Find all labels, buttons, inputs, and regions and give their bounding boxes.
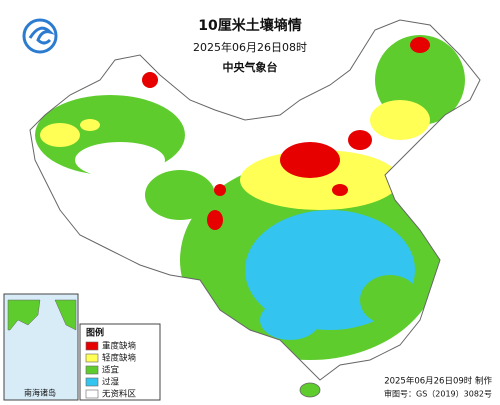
legend-swatch (85, 389, 99, 399)
legend-label: 适宜 (102, 365, 120, 376)
legend-label: 轻度缺墒 (102, 353, 137, 364)
legend-swatch (85, 377, 99, 387)
legend-label: 无资料区 (102, 389, 137, 400)
footer-made: 2025年06月26日09时 制作 (384, 376, 492, 387)
time: 2025年06月26日08时 (193, 40, 307, 54)
legend-label: 过湿 (102, 377, 120, 388)
legend-swatch (85, 353, 99, 363)
legend-swatch (85, 341, 99, 351)
title: 10厘米土壤墒情 (198, 17, 301, 34)
hainan (299, 382, 321, 398)
legend-title: 图例 (86, 327, 104, 339)
legend-swatch (85, 365, 99, 375)
inset: 南海诸岛 (3, 293, 79, 401)
china-border (29, 19, 481, 381)
agency: 中央气象台 (223, 60, 278, 74)
legend-label: 重度缺墒 (102, 341, 137, 352)
inset-label: 南海诸岛 (24, 388, 56, 398)
logo (22, 18, 58, 54)
footer-approval: 审图号：GS（2019）3082号 (384, 389, 492, 399)
